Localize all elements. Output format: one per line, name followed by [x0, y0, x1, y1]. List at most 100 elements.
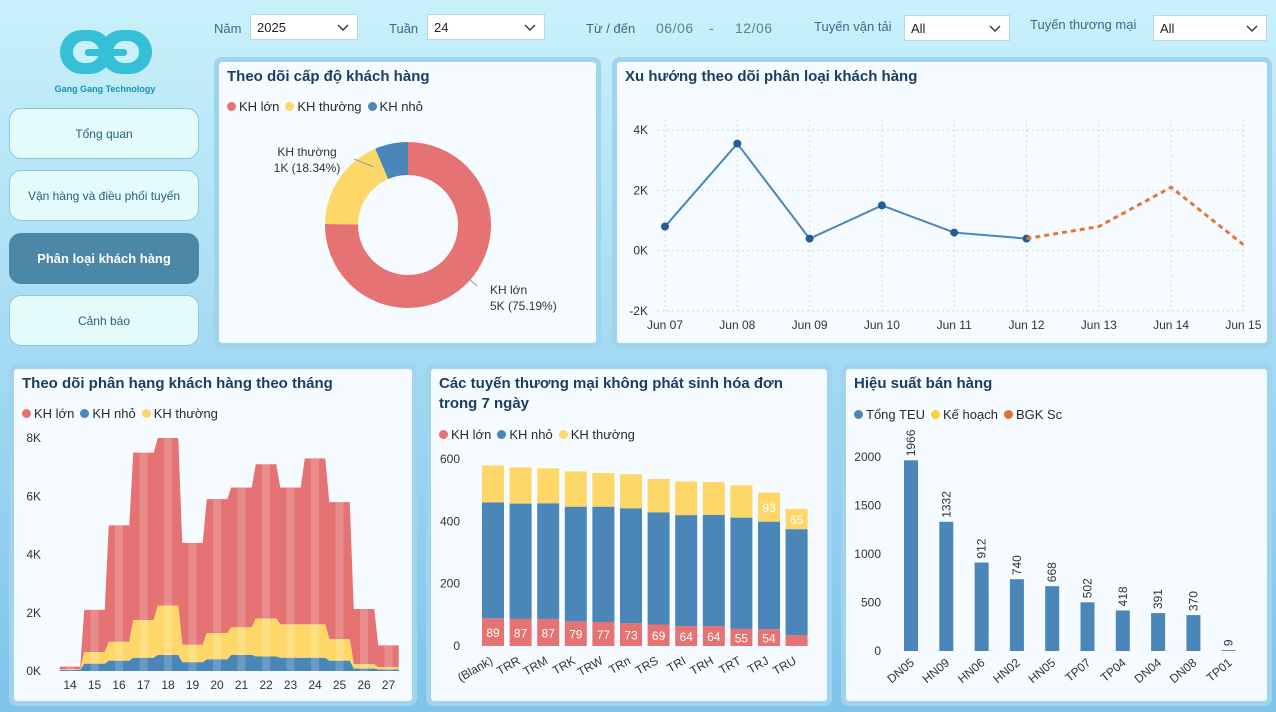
donut-label-large-name: KH lớn [490, 283, 527, 297]
legend-item[interactable]: KH thường [285, 99, 362, 114]
donut-label-large-value: 5K (75.19%) [490, 299, 557, 313]
week-dropdown[interactable]: 24 [427, 14, 545, 40]
nav-customer-classification[interactable]: Phân loại khách hàng [9, 233, 199, 284]
legend-item[interactable]: BGK Sc [1003, 407, 1062, 422]
legend-item[interactable]: KH lớn [439, 427, 491, 442]
sales-title: Hiệu suất bán hàng [854, 375, 993, 392]
legend-item[interactable]: KH lớn [22, 406, 74, 421]
year-dropdown[interactable]: 2025 [250, 14, 358, 40]
x-tick-label: TP01 [1204, 655, 1235, 684]
x-tick-label: 26 [357, 678, 371, 692]
legend-item[interactable]: Tổng TEU [854, 407, 925, 422]
monthly-area-chart: 0K 2K 4K 6K 8K 14 15 16 17 18 19 20 21 22 23 24 25 26 27 [26, 431, 399, 692]
legend-item[interactable]: Kế hoạch [931, 407, 998, 422]
data-label: 740 [1010, 555, 1024, 575]
bar-segment [730, 517, 753, 629]
legend-item[interactable]: KH nhỏ [497, 427, 553, 442]
legend-item[interactable]: KH nhỏ [367, 99, 423, 114]
x-tick-label: TRU [770, 653, 798, 677]
bar-segment [592, 506, 615, 623]
x-tick-label: TRW [575, 653, 606, 679]
x-tick-label: TRS [633, 653, 661, 677]
bar [939, 521, 954, 651]
x-tick-label: 22 [259, 678, 273, 692]
week-label: Tuần [389, 21, 419, 36]
legend-item[interactable]: KH thường [141, 406, 218, 421]
x-tick-label: 18 [161, 678, 175, 692]
bar [904, 460, 918, 651]
x-tick-label: 14 [63, 678, 77, 692]
area-series-KH-nhỏ [59, 654, 399, 671]
nav-alerts[interactable]: Cảnh báo [9, 295, 199, 346]
bar [1186, 615, 1201, 651]
x-tick-label: TRK [550, 653, 578, 677]
area-band-highlight [286, 487, 295, 671]
donut-label-normal-name: KH thường [277, 145, 336, 159]
x-tick-label: HN05 [1026, 655, 1059, 686]
y-tick-label: 400 [440, 514, 460, 528]
transport-route-dropdown[interactable]: All [904, 15, 1010, 41]
y-tick-label: 6K [26, 489, 41, 503]
bar [974, 562, 989, 651]
x-tick-label: TRn [606, 653, 633, 676]
bar-segment [785, 635, 808, 646]
legend-item[interactable]: KH thường [558, 427, 635, 442]
bar-segment [482, 502, 504, 619]
x-tick-label: 19 [186, 678, 200, 692]
bar [1009, 579, 1024, 651]
legend-item[interactable]: KH nhỏ [80, 406, 136, 421]
date-separator: - [709, 20, 715, 36]
data-label: 64 [680, 630, 694, 644]
data-label: 65 [790, 513, 804, 527]
area-series-KH-lớn [59, 438, 399, 670]
trend-line-chart: -2K 0K 2K 4K Jun 07 Jun 08 Jun 09 Jun 10 Jun 11 J… [629, 120, 1262, 332]
y-tick-label: 0 [453, 639, 460, 653]
x-tick-label: Jun 11 [937, 318, 972, 332]
bar [1080, 602, 1095, 651]
area-band-highlight [66, 666, 74, 671]
y-tick-label: 500 [861, 596, 881, 610]
nav-overview[interactable]: Tổng quan [9, 108, 199, 159]
date-range-label: Từ / đến [586, 21, 636, 36]
data-label: 1332 [939, 491, 953, 518]
bar-segment [758, 521, 780, 630]
y-tick-label: 4K [26, 548, 41, 562]
x-tick-label: 25 [333, 678, 347, 692]
trend-point [661, 222, 669, 231]
bar-segment [537, 618, 560, 646]
x-tick-label: 24 [308, 678, 322, 692]
customer-level-legend: KH lớn KH thường KH nhỏ [227, 99, 423, 114]
nav-operations[interactable]: Vận hàng và điều phối tuyến [9, 170, 199, 221]
monthly-card: Theo dõi phân hạng khách hàng theo tháng… [9, 364, 417, 706]
monthly-title: Theo dõi phân hạng khách hàng theo tháng [22, 375, 333, 392]
date-from[interactable]: 06/06 [656, 20, 694, 36]
bar-segment [564, 471, 587, 507]
trend-point [950, 228, 959, 237]
area-band-highlight [262, 464, 270, 671]
data-label: 87 [514, 626, 528, 640]
data-label: 370 [1186, 591, 1200, 611]
y-tick-label: 200 [440, 577, 460, 591]
customer-level-card: Theo dõi cấp độ khách hàng KH lớn KH thư… [214, 57, 601, 348]
transport-route-value: All [911, 21, 926, 36]
brand-name: Gang Gang Technology [54, 84, 156, 94]
bar-segment [482, 618, 504, 646]
bar-segment [537, 503, 560, 619]
x-tick-label: Jun 07 [647, 318, 683, 332]
x-tick-label: Jun 08 [719, 318, 755, 332]
data-label: 502 [1081, 578, 1095, 598]
data-label: 1966 [904, 429, 918, 456]
y-tick-label: 1500 [854, 499, 881, 513]
y-tick-label: 0K [633, 244, 648, 258]
data-label: 79 [569, 628, 583, 642]
trend-point [877, 201, 886, 210]
bar-segment [647, 478, 670, 513]
area-band-highlight [237, 487, 246, 671]
data-label: 668 [1045, 562, 1059, 582]
legend-item[interactable]: KH lớn [227, 99, 279, 114]
x-tick-label: HN02 [990, 655, 1023, 686]
date-to[interactable]: 12/06 [735, 20, 773, 36]
donut-slice [375, 142, 408, 180]
x-tick-label: 16 [112, 678, 126, 692]
trade-route-dropdown[interactable]: All [1153, 15, 1267, 41]
